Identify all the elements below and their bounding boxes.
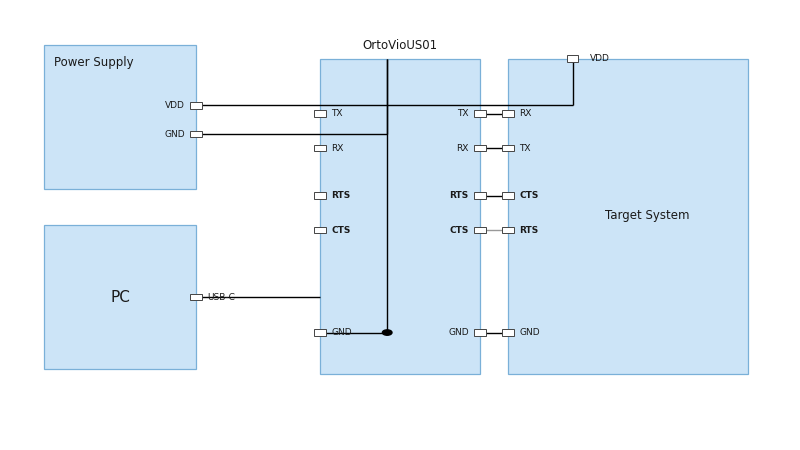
Bar — [502, 193, 514, 199]
Text: CTS: CTS — [331, 225, 350, 235]
Bar — [502, 145, 514, 151]
Bar — [502, 329, 514, 336]
Text: CTS: CTS — [519, 191, 538, 200]
Text: GND: GND — [448, 328, 469, 337]
Text: RX: RX — [519, 109, 531, 118]
Text: GND: GND — [164, 130, 185, 139]
Bar — [314, 111, 326, 117]
Text: RTS: RTS — [519, 225, 538, 235]
Bar — [190, 102, 202, 108]
Bar — [314, 145, 326, 151]
Text: USB-C: USB-C — [207, 292, 235, 302]
Bar — [474, 329, 486, 336]
Bar — [314, 227, 326, 233]
Bar — [508, 58, 748, 374]
Text: RTS: RTS — [450, 191, 469, 200]
Bar — [474, 193, 486, 199]
Bar — [314, 329, 326, 336]
Bar — [44, 45, 196, 189]
Bar — [474, 111, 486, 117]
Text: TX: TX — [458, 109, 469, 118]
Text: TX: TX — [331, 109, 342, 118]
Text: GND: GND — [519, 328, 540, 337]
Text: VDD: VDD — [590, 54, 610, 63]
Bar — [474, 227, 486, 233]
Text: VDD: VDD — [165, 101, 185, 110]
Text: PC: PC — [110, 289, 130, 305]
Bar — [44, 225, 196, 369]
Bar — [567, 55, 578, 62]
Circle shape — [382, 330, 392, 335]
Text: GND: GND — [331, 328, 352, 337]
Text: RTS: RTS — [331, 191, 350, 200]
Text: CTS: CTS — [450, 225, 469, 235]
Bar — [502, 111, 514, 117]
Bar — [320, 58, 480, 374]
Bar — [314, 193, 326, 199]
Bar — [190, 131, 202, 137]
Bar — [190, 294, 202, 300]
Text: RX: RX — [331, 144, 343, 153]
Text: OrtoVioUS01: OrtoVioUS01 — [362, 39, 438, 52]
Text: TX: TX — [519, 144, 530, 153]
Text: RX: RX — [457, 144, 469, 153]
Bar — [474, 145, 486, 151]
Text: Power Supply: Power Supply — [54, 56, 134, 69]
Text: Target System: Target System — [605, 210, 690, 222]
Bar — [502, 227, 514, 233]
